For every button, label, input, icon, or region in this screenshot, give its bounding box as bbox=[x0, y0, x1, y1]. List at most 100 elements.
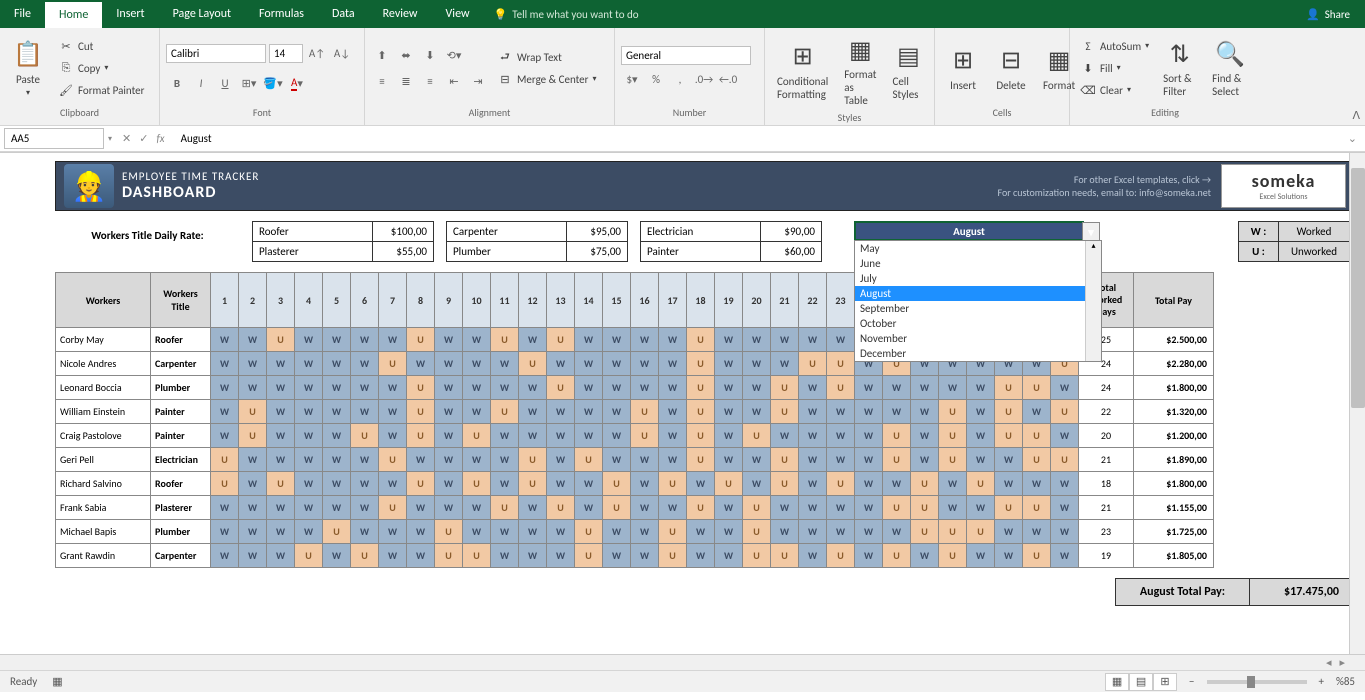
day-cell[interactable]: W bbox=[575, 496, 603, 520]
day-cell[interactable]: U bbox=[1023, 376, 1051, 400]
day-cell[interactable]: W bbox=[463, 328, 491, 352]
zoom-level[interactable]: %85 bbox=[1336, 675, 1355, 688]
day-cell[interactable]: W bbox=[463, 448, 491, 472]
day-cell[interactable]: U bbox=[1023, 544, 1051, 568]
total-days-cell[interactable]: 23 bbox=[1079, 520, 1134, 544]
day-cell[interactable]: U bbox=[939, 424, 967, 448]
day-cell[interactable]: W bbox=[267, 496, 295, 520]
day-cell[interactable]: W bbox=[911, 544, 939, 568]
day-cell[interactable]: U bbox=[883, 448, 911, 472]
day-cell[interactable]: W bbox=[379, 424, 407, 448]
view-normal-button[interactable]: ▦ bbox=[1105, 673, 1129, 691]
day-cell[interactable]: W bbox=[295, 376, 323, 400]
day-cell[interactable]: U bbox=[687, 400, 715, 424]
day-cell[interactable]: U bbox=[771, 544, 799, 568]
day-cell[interactable]: W bbox=[575, 376, 603, 400]
day-cell[interactable]: W bbox=[911, 400, 939, 424]
day-cell[interactable]: U bbox=[995, 496, 1023, 520]
autosum-button[interactable]: ΣAutoSum▾ bbox=[1076, 36, 1153, 56]
worker-title[interactable]: Roofer bbox=[151, 472, 211, 496]
day-cell[interactable]: W bbox=[687, 520, 715, 544]
day-cell[interactable]: W bbox=[575, 472, 603, 496]
day-cell[interactable]: W bbox=[883, 472, 911, 496]
format-painter-button[interactable]: 🖌Format Painter bbox=[54, 80, 148, 100]
day-cell[interactable]: W bbox=[295, 424, 323, 448]
day-cell[interactable]: W bbox=[351, 400, 379, 424]
tab-formulas[interactable]: Formulas bbox=[245, 0, 318, 28]
day-cell[interactable]: W bbox=[547, 352, 575, 376]
rate-cell[interactable]: Roofer$100,00 bbox=[252, 221, 434, 242]
day-cell[interactable]: W bbox=[547, 472, 575, 496]
clear-button[interactable]: ⌫Clear▾ bbox=[1076, 80, 1153, 100]
day-cell[interactable]: W bbox=[631, 520, 659, 544]
fill-color-button[interactable]: 🪣▾ bbox=[262, 72, 284, 94]
day-cell[interactable]: W bbox=[771, 424, 799, 448]
day-cell[interactable]: U bbox=[743, 544, 771, 568]
day-cell[interactable]: U bbox=[351, 424, 379, 448]
day-cell[interactable]: W bbox=[463, 496, 491, 520]
total-days-cell[interactable]: 21 bbox=[1079, 448, 1134, 472]
font-color-button[interactable]: A▾ bbox=[286, 72, 308, 94]
day-cell[interactable]: U bbox=[687, 376, 715, 400]
day-cell[interactable]: U bbox=[743, 520, 771, 544]
day-cell[interactable]: U bbox=[603, 496, 631, 520]
worker-name[interactable]: Craig Pastolove bbox=[56, 424, 151, 448]
day-cell[interactable]: W bbox=[547, 544, 575, 568]
day-cell[interactable]: W bbox=[631, 448, 659, 472]
worker-title[interactable]: Painter bbox=[151, 400, 211, 424]
day-cell[interactable]: U bbox=[967, 520, 995, 544]
day-cell[interactable]: W bbox=[659, 376, 687, 400]
day-cell[interactable]: W bbox=[435, 496, 463, 520]
day-cell[interactable]: U bbox=[911, 472, 939, 496]
day-cell[interactable]: U bbox=[407, 376, 435, 400]
day-cell[interactable]: U bbox=[463, 544, 491, 568]
worker-name[interactable]: Frank Sabia bbox=[56, 496, 151, 520]
day-cell[interactable]: W bbox=[491, 520, 519, 544]
day-cell[interactable]: W bbox=[435, 472, 463, 496]
day-cell[interactable]: W bbox=[827, 328, 855, 352]
day-cell[interactable]: W bbox=[211, 544, 239, 568]
copy-button[interactable]: ⎘Copy▾ bbox=[54, 58, 148, 78]
worksheet-area[interactable]: 👷 EMPLOYEE TIME TRACKER DASHBOARD For ot… bbox=[0, 152, 1365, 654]
total-pay-cell[interactable]: $1.155,00 bbox=[1134, 496, 1214, 520]
day-cell[interactable]: W bbox=[659, 328, 687, 352]
day-cell[interactable]: W bbox=[463, 400, 491, 424]
day-cell[interactable]: W bbox=[799, 424, 827, 448]
day-cell[interactable]: U bbox=[771, 376, 799, 400]
day-cell[interactable]: W bbox=[799, 472, 827, 496]
day-cell[interactable]: W bbox=[547, 520, 575, 544]
day-cell[interactable]: U bbox=[967, 472, 995, 496]
day-cell[interactable]: W bbox=[295, 448, 323, 472]
day-cell[interactable]: W bbox=[715, 448, 743, 472]
day-cell[interactable]: W bbox=[715, 544, 743, 568]
dropdown-option[interactable]: October bbox=[855, 316, 1101, 331]
day-cell[interactable]: U bbox=[575, 544, 603, 568]
day-cell[interactable]: W bbox=[547, 448, 575, 472]
day-cell[interactable]: W bbox=[267, 400, 295, 424]
day-cell[interactable]: W bbox=[911, 424, 939, 448]
day-cell[interactable]: U bbox=[491, 496, 519, 520]
day-cell[interactable]: U bbox=[687, 352, 715, 376]
paste-button[interactable]: 📋Paste▾ bbox=[6, 32, 50, 104]
day-cell[interactable]: W bbox=[379, 544, 407, 568]
day-cell[interactable]: W bbox=[967, 496, 995, 520]
day-cell[interactable]: W bbox=[351, 520, 379, 544]
zoom-slider[interactable] bbox=[1207, 680, 1307, 684]
day-cell[interactable]: W bbox=[827, 424, 855, 448]
day-cell[interactable]: W bbox=[323, 400, 351, 424]
worker-title[interactable]: Carpenter bbox=[151, 544, 211, 568]
day-cell[interactable]: W bbox=[435, 352, 463, 376]
day-cell[interactable]: W bbox=[435, 376, 463, 400]
day-cell[interactable]: W bbox=[603, 400, 631, 424]
day-cell[interactable]: W bbox=[939, 376, 967, 400]
day-cell[interactable]: W bbox=[351, 328, 379, 352]
worker-name[interactable]: Richard Salvino bbox=[56, 472, 151, 496]
align-center-button[interactable]: ≣ bbox=[395, 70, 417, 92]
collapse-ribbon-button[interactable]: ᐱ bbox=[1352, 109, 1360, 122]
dropdown-option[interactable]: August bbox=[855, 286, 1101, 301]
day-cell[interactable]: U bbox=[323, 520, 351, 544]
increase-font-button[interactable]: A↑ bbox=[306, 42, 328, 64]
underline-button[interactable]: U bbox=[214, 72, 236, 94]
day-cell[interactable]: W bbox=[659, 352, 687, 376]
day-cell[interactable]: W bbox=[379, 376, 407, 400]
